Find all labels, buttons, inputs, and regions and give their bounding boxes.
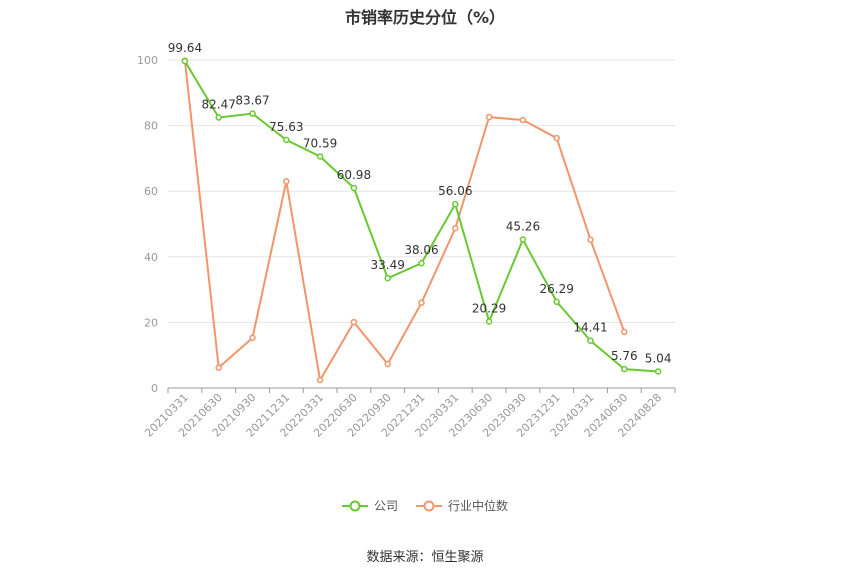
data-label: 60.98 [337,168,371,182]
data-point-company [621,365,628,373]
y-tick-label: 40 [144,251,158,264]
data-label: 99.64 [168,41,202,55]
data-point-industry-median [249,334,256,342]
y-tick-label: 100 [137,54,158,67]
legend-line-icon [341,500,368,511]
data-label: 26.29 [540,282,574,296]
data-point-company [249,110,256,117]
data-point-industry-median [418,299,425,306]
data-label: 5.76 [611,349,638,363]
data-source-note: 数据来源：恒生聚源 [366,550,484,565]
data-label: 33.49 [371,258,405,272]
data-point-industry-median [283,178,290,185]
legend-item-company[interactable]: 公司 [341,497,398,514]
data-label: 45.26 [506,220,540,234]
data-point-industry-median [452,225,459,232]
legend-line-icon [416,500,442,511]
data-point-industry-median [350,318,358,326]
data-point-company [418,259,425,267]
data-label: 70.59 [303,136,337,150]
data-label: 14.41 [573,321,607,335]
data-point-company [485,318,493,325]
data-point-industry-median [485,113,493,121]
data-label: 75.63 [269,120,303,134]
data-label: 5.04 [645,351,672,365]
data-point-industry-median [316,376,324,384]
legend-item-industry-median[interactable]: 行业中位数 [416,497,508,514]
data-point-industry-median [384,360,391,368]
data-label: 56.06 [438,184,472,198]
data-point-industry-median [621,328,628,336]
data-point-company [350,184,358,192]
data-label: 83.67 [235,94,269,108]
data-point-company [654,368,662,375]
data-point-company [316,153,324,160]
data-point-industry-median [553,134,560,142]
data-point-company [283,136,290,144]
data-label: 20.29 [472,301,506,315]
y-tick-label: 80 [144,120,158,133]
data-point-company [587,337,594,344]
data-point-company [384,274,391,282]
series-line-industry-median [183,60,626,382]
data-point-company [519,236,527,243]
legend-label-industry-median: 行业中位数 [448,499,509,513]
chart-title: 市销率历史分位（%） [344,8,506,27]
data-point-industry-median [519,116,527,124]
legend-label-company: 公司 [373,499,398,513]
data-label: 38.06 [404,243,438,257]
y-tick-label: 20 [144,316,158,329]
data-point-industry-median [215,364,222,371]
data-point-company [215,114,222,121]
data-point-company [553,298,560,306]
data-point-industry-median [587,236,594,243]
data-label: 82.47 [202,97,236,111]
y-tick-label: 60 [144,185,158,198]
data-point-company [452,200,459,208]
y-tick-label: 0 [151,382,158,395]
data-point-company [181,57,189,65]
legend: 公司 行业中位数 [0,497,850,514]
